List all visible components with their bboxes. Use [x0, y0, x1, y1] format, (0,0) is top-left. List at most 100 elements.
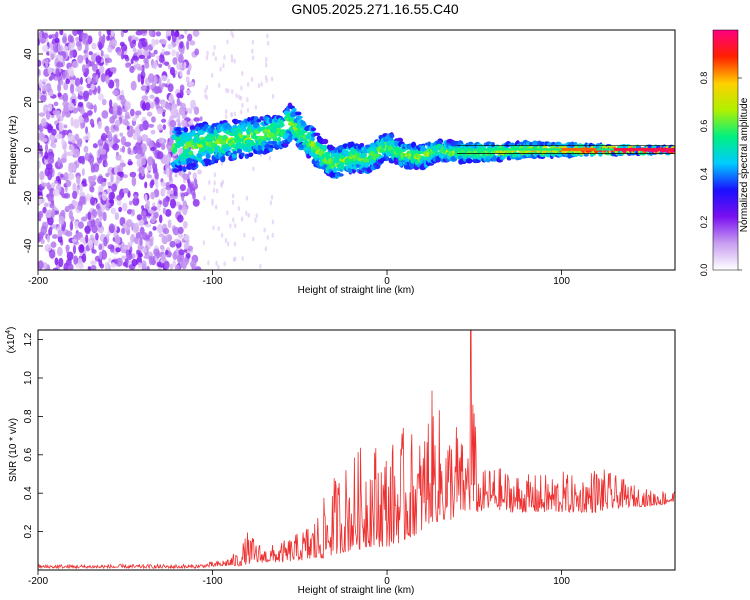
spectrogram-cell	[67, 132, 74, 142]
spectrogram-y-label: Frequency (Hz)	[8, 116, 19, 185]
spectrogram-cell	[38, 210, 44, 219]
spectrogram-cell	[98, 251, 103, 260]
spectrogram-cell	[50, 73, 56, 80]
spectrogram-cell	[179, 158, 185, 163]
spectrogram-cell	[271, 219, 275, 225]
spectrogram-cell	[51, 234, 59, 239]
spectrogram-cell	[132, 117, 137, 122]
spectrogram-cell	[227, 88, 230, 94]
spectrogram-cell	[109, 66, 117, 73]
spectrogram-cell	[270, 76, 274, 82]
spectrogram-cell	[141, 157, 146, 166]
spectrogram-cell	[241, 70, 244, 76]
spectrogram-cell	[231, 89, 234, 95]
spectrogram-cell	[84, 225, 91, 235]
spectrogram-cell	[38, 30, 43, 40]
spectrogram-cell	[339, 165, 347, 170]
spectrogram-cell	[159, 244, 165, 250]
spectrogram-cell	[38, 59, 42, 67]
spectrogram-cell	[381, 157, 386, 162]
spectrogram-cell	[144, 102, 151, 111]
spectrogram-cell	[102, 211, 107, 222]
spectrogram-cell	[124, 114, 131, 120]
spectrogram-cell	[58, 122, 64, 132]
colorbar-ticks: 0.0 0.2 0.4 0.6 0.8	[699, 72, 742, 276]
spectrogram-cell	[42, 262, 48, 270]
spectrogram-cell	[310, 127, 317, 132]
spectrogram-cell	[157, 124, 163, 131]
spectrogram-cell	[48, 34, 53, 39]
spectrogram-cell	[57, 92, 62, 98]
spectrogram-cell	[49, 202, 55, 209]
spectrogram-cell	[87, 211, 92, 221]
spectrogram-cell	[179, 41, 184, 49]
spectrogram-cell	[127, 241, 134, 246]
spectrogram-cell	[79, 107, 86, 115]
spectrogram-cell	[72, 244, 77, 255]
spectrogram-cell	[241, 256, 244, 262]
spectrogram-cell	[217, 226, 220, 232]
spectrogram-cell	[153, 60, 157, 70]
spectrogram-cell	[60, 173, 64, 178]
spectrogram-cell	[149, 181, 154, 189]
spectrogram-cell	[510, 142, 515, 147]
spectrogram-cell	[90, 260, 97, 266]
spectrogram-cell	[359, 153, 367, 159]
spectrogram-cell	[152, 226, 157, 231]
snr-multiplier-close: )	[6, 327, 17, 330]
spectrogram-cell	[231, 33, 235, 39]
spectrogram-cell	[148, 30, 155, 37]
spectrogram-cell	[168, 174, 173, 182]
spectrogram-cell	[151, 38, 156, 48]
snr-y-label: SNR (10 * v/v)	[8, 418, 19, 482]
spectrogram-cell	[192, 199, 200, 207]
spectrogram-cell	[156, 151, 164, 160]
snr-x-tick-label: 0	[384, 576, 390, 587]
spectrogram-cell	[122, 223, 127, 229]
spectrogram-cell	[115, 174, 121, 185]
spectrogram-cell	[251, 39, 255, 45]
spectrogram-cell	[213, 172, 217, 178]
spectrogram-cell	[69, 221, 74, 231]
spectrogram-cell	[125, 249, 130, 259]
spectrogram-cell	[38, 132, 45, 141]
spectrogram-cell	[100, 50, 104, 57]
spectrogram-cell	[635, 145, 642, 149]
spectrogram-cell	[221, 155, 226, 161]
spectrogram-cell	[165, 208, 172, 217]
spectrogram-cell	[176, 51, 180, 59]
spectrogram-cell	[172, 57, 178, 65]
spectrogram-cell	[100, 152, 108, 161]
spectrogram-cell	[410, 141, 417, 148]
spectrogram-cell	[178, 165, 183, 172]
spectrogram-cell	[160, 75, 168, 81]
spectrogram-cell	[44, 243, 52, 252]
spectrogram-cell	[157, 266, 162, 270]
spectrogram-cell	[105, 75, 110, 85]
spectrogram-cell	[105, 201, 110, 209]
spectrogram-cell	[104, 126, 110, 132]
spectrogram-cell	[144, 181, 148, 189]
spectrogram-cell	[116, 164, 124, 173]
spectrogram-cell	[91, 63, 98, 72]
spectrogram-cell	[158, 200, 163, 205]
spectrogram-cell	[91, 249, 97, 254]
spectrogram-cell	[321, 144, 328, 151]
spectrogram-cell	[155, 31, 162, 37]
spectrogram-cell	[89, 118, 95, 126]
spectrogram-cell	[173, 191, 178, 197]
snr-y-ticks: 0.2 0.4 0.6 0.8 1.0 1.2	[23, 332, 43, 539]
spectrogram-cell	[264, 75, 268, 81]
spectrogram-cell	[271, 232, 275, 238]
spectrogram-cell	[558, 152, 564, 158]
spectrogram-cell	[172, 168, 180, 173]
spectrogram-cell	[82, 136, 89, 141]
spectrogram-cell	[186, 33, 193, 42]
spectrogram-cell	[117, 170, 123, 177]
spectrogram-cell	[256, 118, 262, 123]
spectrogram-cell	[44, 151, 49, 160]
spectrogram-cell	[160, 181, 167, 187]
spectrogram-cell	[101, 191, 107, 201]
